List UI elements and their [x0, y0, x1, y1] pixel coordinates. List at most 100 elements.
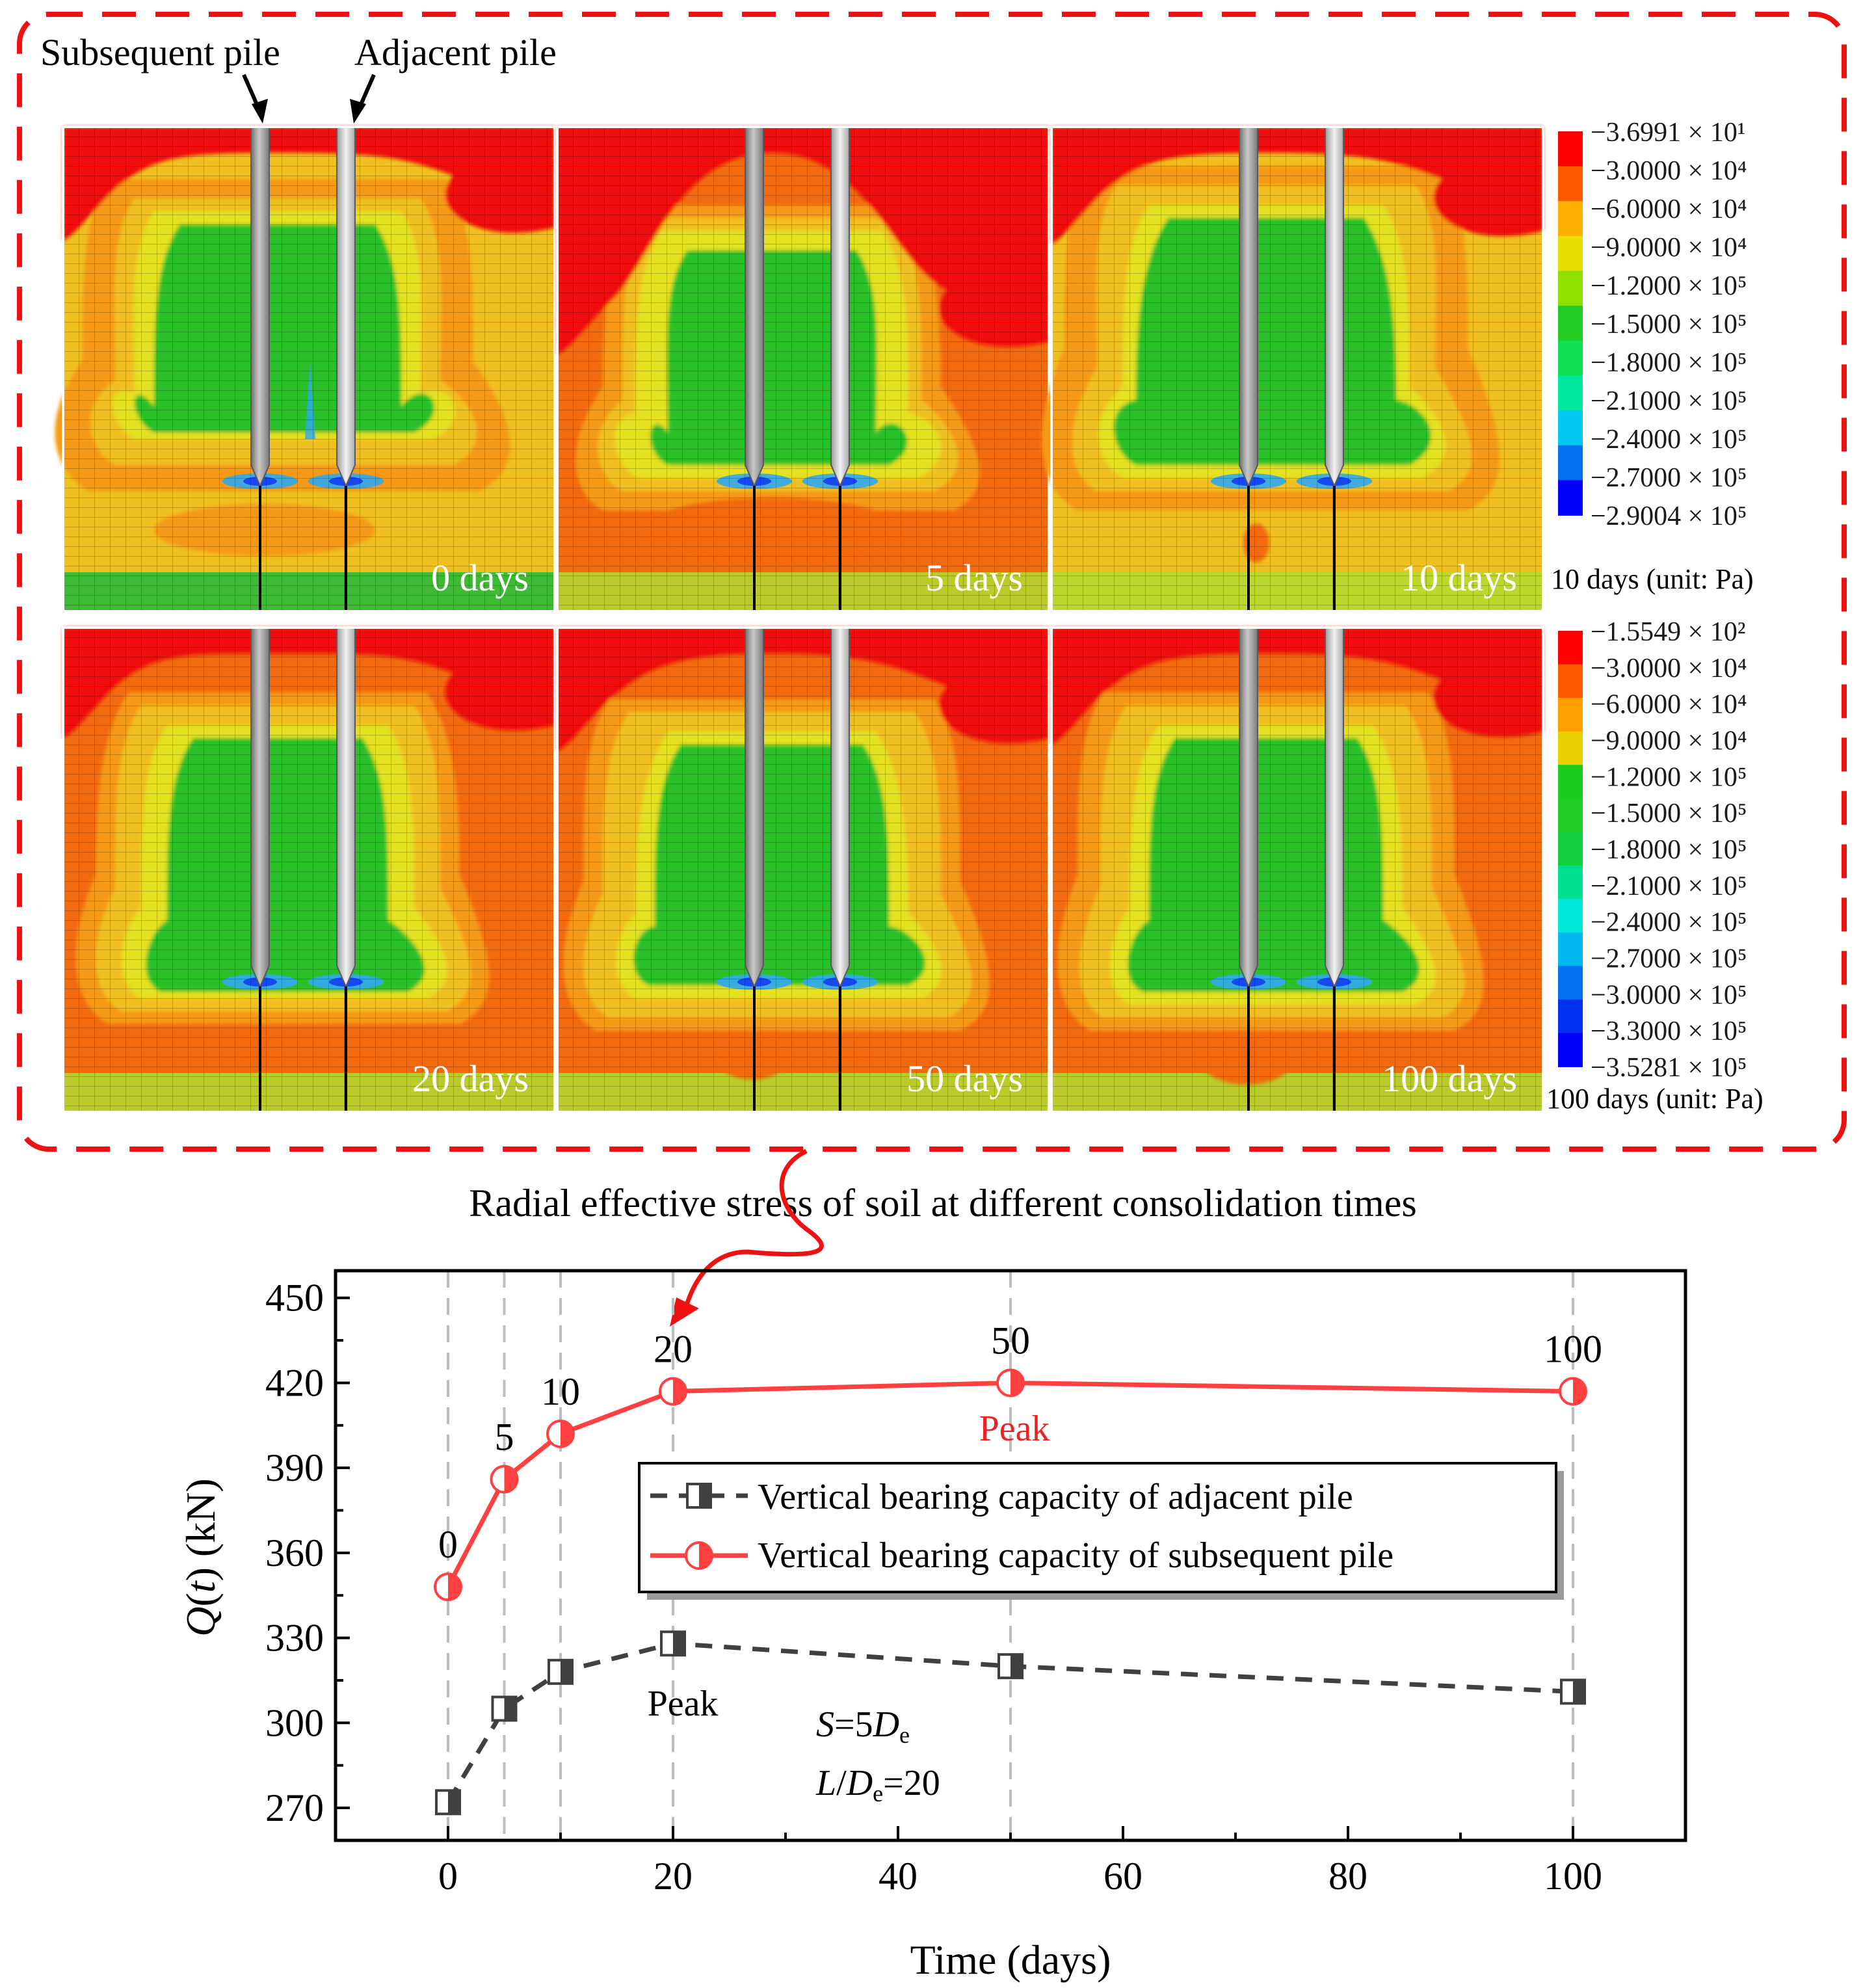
- colorbar-lower-swatch-5: [1558, 798, 1583, 833]
- colorbar-upper-swatch-2: [1558, 201, 1583, 237]
- marker-0-5: [1560, 1678, 1586, 1705]
- time-label-2: 10: [541, 1370, 580, 1413]
- panel-label-4: 50 days: [906, 1057, 1023, 1100]
- x-tick-label-0: 0: [438, 1855, 458, 1898]
- panel-label-0: 0 days: [431, 557, 529, 599]
- colorbar-upper-swatch-9: [1558, 445, 1583, 481]
- contour-panel-3: 20 days: [62, 626, 556, 1113]
- colorbar-lower-label-2: −6.0000 × 10⁴: [1591, 690, 1747, 720]
- colorbar-upper-swatch-0: [1558, 131, 1583, 167]
- colorbar-lower-label-8: −2.4000 × 10⁵: [1591, 908, 1747, 938]
- colorbar-lower-swatch-2: [1558, 698, 1583, 732]
- time-label-5: 100: [1544, 1328, 1602, 1371]
- colorbar-upper: −3.6991 × 10¹ −3.0000 × 10⁴ −6.0000 × 10⁴ −…: [1558, 118, 1747, 531]
- legend-label-adjacent: Vertical bearing capacity of adjacent pi…: [758, 1477, 1353, 1517]
- series-lines: [445, 1380, 1574, 1804]
- colorbar-upper-swatch-10: [1558, 480, 1583, 516]
- panel-label-2: 10 days: [1401, 557, 1517, 599]
- colorbar-lower-swatch-7: [1558, 865, 1583, 900]
- colorbar-upper-label-5: −1.5000 × 10⁵: [1591, 310, 1747, 339]
- colorbar-lower-label-6: −1.8000 × 10⁵: [1591, 835, 1747, 865]
- time-label-0: 0: [438, 1523, 458, 1566]
- colorbar-upper-caption: 10 days (unit: Pa): [1551, 563, 1754, 595]
- contour-panel-1: 5 days: [556, 126, 1050, 613]
- x-tick-label-5: 100: [1544, 1855, 1602, 1898]
- contour-panel-0: 0 days: [55, 126, 556, 613]
- peak-label-subsequent: Peak: [979, 1409, 1050, 1449]
- panel-label-1: 5 days: [925, 557, 1023, 599]
- y-tick-label-6: 450: [265, 1277, 324, 1319]
- colorbar-lower-label-11: −3.3000 × 10⁵: [1591, 1016, 1747, 1046]
- colorbar-lower-swatch-12: [1558, 1033, 1583, 1067]
- colorbar-lower-swatch-10: [1558, 966, 1583, 1000]
- colorbar-lower-label-9: −2.7000 × 10⁵: [1591, 944, 1747, 974]
- spacing-annotation: S=5De: [816, 1704, 910, 1748]
- colorbar-upper-swatch-7: [1558, 375, 1583, 412]
- series-line-0: [446, 1641, 1574, 1804]
- colorbar-upper-label-6: −1.8000 × 10⁵: [1591, 348, 1747, 378]
- y-tick-label-3: 360: [265, 1531, 324, 1574]
- arrow-adjacent: [350, 73, 376, 124]
- colorbar-upper-label-8: −2.4000 × 10⁵: [1591, 425, 1747, 455]
- time-label-4: 50: [991, 1319, 1030, 1362]
- marker-0-2: [548, 1658, 574, 1685]
- colorbar-upper-swatch-5: [1558, 306, 1583, 341]
- x-tick-label-1: 20: [654, 1855, 693, 1898]
- colorbar-upper-swatch-3: [1558, 235, 1583, 272]
- marker-1-5: [1559, 1377, 1587, 1406]
- length-ratio-annotation: L/De=20: [815, 1763, 940, 1807]
- marker-0-0: [435, 1789, 461, 1816]
- marker-0-3: [660, 1630, 686, 1657]
- colorbar-lower-swatch-4: [1558, 765, 1583, 799]
- connector-arrow: [670, 1148, 824, 1327]
- colorbar-lower-swatch-3: [1558, 731, 1583, 766]
- colorbar-lower-caption: 100 days (unit: Pa): [1546, 1083, 1764, 1115]
- marker-0-4: [998, 1653, 1024, 1680]
- marker-1-0: [434, 1572, 462, 1602]
- contour-panel-5: 100 days: [1050, 626, 1544, 1113]
- top-frame: [17, 12, 1847, 1152]
- colorbar-upper-label-7: −2.1000 × 10⁵: [1591, 386, 1747, 416]
- y-tick-label-1: 300: [265, 1701, 324, 1744]
- legend-label-subsequent: Vertical bearing capacity of subsequent …: [758, 1535, 1394, 1576]
- figure-caption: Radial effective stress of soil at diffe…: [469, 1182, 1416, 1225]
- colorbar-upper-label-4: −1.2000 × 10⁵: [1591, 271, 1747, 301]
- colorbar-lower-label-3: −9.0000 × 10⁴: [1591, 726, 1747, 756]
- x-tick-label-3: 60: [1103, 1855, 1143, 1898]
- colorbar-lower-label-7: −2.1000 × 10⁵: [1591, 871, 1747, 901]
- legend-box: [638, 1462, 1557, 1593]
- peak-label-adjacent: Peak: [648, 1684, 719, 1724]
- y-tick-label-4: 390: [265, 1446, 324, 1489]
- colorbar-upper-label-10: −2.9004 × 10⁵: [1591, 501, 1747, 531]
- panel-label-5: 100 days: [1382, 1057, 1517, 1100]
- contour-panel-2: 10 days: [1041, 126, 1544, 613]
- colorbar-lower-swatch-1: [1558, 664, 1583, 699]
- colorbar-upper-label-2: −6.0000 × 10⁴: [1591, 194, 1747, 224]
- colorbar-upper-label-9: −2.7000 × 10⁵: [1591, 463, 1747, 493]
- time-label-1: 5: [495, 1416, 514, 1459]
- label-subsequent-pile: Subsequent pile: [40, 31, 280, 73]
- colorbar-upper-swatch-8: [1558, 410, 1583, 446]
- colorbar-lower-label-12: −3.5281 × 10⁵: [1591, 1053, 1747, 1083]
- y-tick-label-5: 420: [265, 1361, 324, 1404]
- x-axis-label: Time (days): [910, 1937, 1111, 1983]
- colorbar-upper-label-0: −3.6991 × 10¹: [1591, 118, 1745, 148]
- marker-1-2: [546, 1419, 575, 1448]
- colorbar-upper-swatch-1: [1558, 166, 1583, 202]
- colorbar-upper-swatch-6: [1558, 340, 1583, 377]
- label-adjacent-pile: Adjacent pile: [354, 31, 557, 73]
- time-label-3: 20: [654, 1328, 693, 1371]
- colorbar-lower-swatch-11: [1558, 999, 1583, 1034]
- legend: Vertical bearing capacity of adjacent pi…: [638, 1462, 1564, 1600]
- colorbar-upper-label-1: −3.0000 × 10⁴: [1591, 156, 1747, 186]
- series-markers: [434, 1368, 1587, 1816]
- panel-label-3: 20 days: [412, 1057, 529, 1100]
- colorbar-lower-label-0: −1.5549 × 10²: [1591, 617, 1745, 647]
- colorbar-lower-label-1: −3.0000 × 10⁴: [1591, 654, 1747, 683]
- bearing-capacity-chart: 0 5 10 20 50 100 0 20 40 60 80 100 270 300 330 360 390…: [178, 1269, 1687, 1983]
- colorbar-upper-label-3: −9.0000 × 10⁴: [1591, 233, 1747, 263]
- marker-1-3: [659, 1377, 687, 1406]
- legend-marker-subsequent: [685, 1541, 713, 1570]
- series-line-1: [445, 1380, 1574, 1588]
